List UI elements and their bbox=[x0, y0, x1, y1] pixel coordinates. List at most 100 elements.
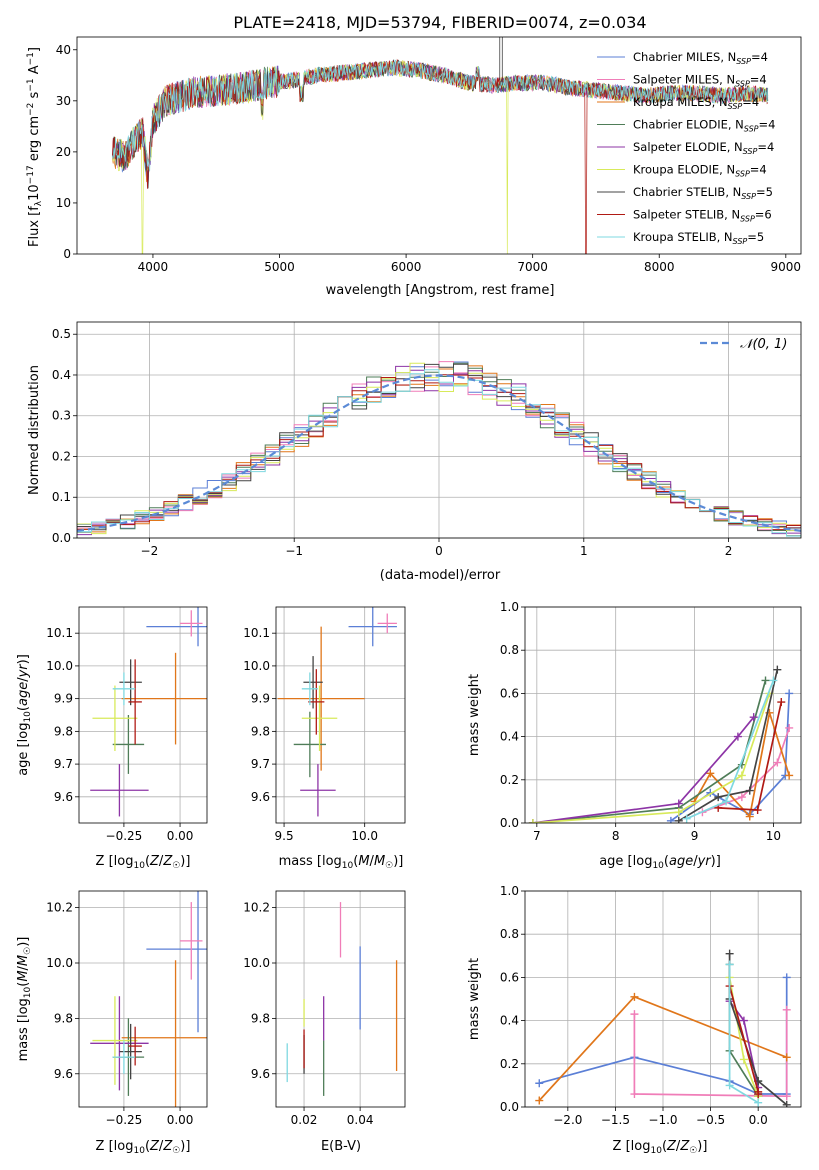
weight-line-kroupa-elodie bbox=[532, 693, 771, 823]
x-tick-label: 4000 bbox=[138, 260, 169, 274]
plot-area bbox=[90, 891, 207, 1107]
y-tick-label: 10.0 bbox=[46, 956, 73, 970]
panel-residuals: (data-model)/error Normed distribution −… bbox=[27, 321, 802, 583]
y-tick-label: 0.8 bbox=[500, 643, 519, 657]
spectrum-ylabel: Flux [fλ10−17 erg cm−2 s−1 A−1] bbox=[26, 47, 44, 247]
legend-label-kroupa-elodie: Kroupa ELODIE, NSSP=4 bbox=[633, 163, 767, 179]
weight-vs-age-xlabel: age [log10(age/yr)] bbox=[599, 854, 721, 871]
x-tick-label: 9 bbox=[691, 829, 699, 843]
x-tick-label: −1.0 bbox=[648, 1113, 677, 1127]
x-tick-label: 10 bbox=[766, 829, 781, 843]
panel-age-vs-z: Z [log10(Z/Z☉)] age [log10(age/yr)] −0.2… bbox=[16, 606, 208, 871]
x-tick-label: 2 bbox=[725, 544, 733, 558]
x-tick-label: 0.02 bbox=[291, 1113, 318, 1127]
spectrum-legend: Chabrier MILES, NSSP=4 Salpeter MILES, NS… bbox=[597, 50, 775, 246]
y-tick-label: 9.8 bbox=[54, 1011, 73, 1025]
weight-marker-kroupa-elodie bbox=[739, 1055, 748, 1064]
plot-frame bbox=[76, 36, 802, 255]
weight-marker-chabrier-elodie bbox=[761, 676, 770, 685]
plot-frame bbox=[78, 606, 208, 824]
y-tick-label: 10.1 bbox=[243, 626, 270, 640]
x-tick-label: −2.0 bbox=[553, 1113, 582, 1127]
x-tick-label: 6000 bbox=[391, 260, 422, 274]
panel-spectrum: wavelength [Angstrom, rest frame] Flux [… bbox=[26, 36, 802, 298]
weight-marker-salpeter-stelib bbox=[777, 698, 786, 707]
panel-mass-vs-ebv: E(B-V) 0.02 0.04 9.6 9.8 10.0 10.2 bbox=[243, 890, 406, 1154]
normal-curve bbox=[77, 374, 801, 532]
weight-vs-z-xlabel: Z [log10(Z/Z☉)] bbox=[613, 1139, 708, 1156]
weight-marker-kroupa-elodie bbox=[528, 819, 537, 823]
plot-frame bbox=[275, 606, 406, 824]
weight-marker-kroupa-miles bbox=[706, 769, 715, 778]
weight-line-chabrier-elodie bbox=[532, 680, 767, 823]
weight-marker-chabrier-stelib bbox=[674, 816, 683, 823]
y-tick-label: 0.0 bbox=[52, 531, 71, 545]
weight-marker-salpeter-miles bbox=[782, 1005, 791, 1014]
x-tick-label: −1 bbox=[285, 544, 303, 558]
y-tick-label: 40 bbox=[56, 43, 71, 57]
weight-marker-salpeter-miles bbox=[737, 793, 746, 802]
weight-marker-salpeter-miles bbox=[782, 1092, 791, 1101]
panel-weight-vs-z: Z [log10(Z/Z☉)] mass weight −2.0 −1.5 −1.0… bbox=[467, 884, 802, 1156]
x-tick-label: 0.00 bbox=[167, 829, 194, 843]
legend-label-salpeter-stelib: Salpeter STELIB, NSSP=6 bbox=[633, 208, 772, 224]
weight-marker-kroupa-elodie bbox=[737, 771, 746, 780]
spectrum-line-kroupa-stelib bbox=[112, 59, 769, 172]
y-tick-label: 0.1 bbox=[52, 490, 71, 504]
weight-marker-kroupa-miles bbox=[782, 1053, 791, 1062]
residuals-xlabel: (data-model)/error bbox=[380, 568, 501, 583]
weight-line-chabrier-stelib bbox=[678, 669, 779, 822]
plot-area bbox=[90, 607, 207, 817]
y-tick-label: 10.2 bbox=[46, 901, 73, 915]
y-tick-label: 0.6 bbox=[500, 686, 519, 700]
y-tick-label: 0.4 bbox=[500, 730, 519, 744]
y-tick-label: 9.8 bbox=[251, 1011, 270, 1025]
weight-marker-chabrier-stelib bbox=[745, 786, 754, 795]
plot-frame bbox=[76, 321, 802, 539]
mass-vs-z-ylabel: mass [log10(M/M☉)] bbox=[16, 937, 33, 1062]
x-tick-label: 7000 bbox=[517, 260, 548, 274]
weight-marker-chabrier-miles bbox=[782, 973, 791, 982]
y-tick-label: 0.2 bbox=[52, 449, 71, 463]
plot-area bbox=[112, 37, 769, 254]
y-tick-label: 9.6 bbox=[251, 790, 270, 804]
weight-marker-kroupa-miles bbox=[785, 771, 794, 780]
plot-frame bbox=[524, 606, 802, 824]
x-tick-label: 10.0 bbox=[351, 829, 378, 843]
y-tick-label: 0.3 bbox=[52, 409, 71, 423]
legend-label-chabrier-elodie: Chabrier ELODIE, NSSP=4 bbox=[633, 118, 775, 134]
age-vs-z-ylabel: age [log10(age/yr)] bbox=[16, 654, 33, 776]
y-tick-label: 10.0 bbox=[243, 956, 270, 970]
y-tick-label: 9.7 bbox=[251, 757, 270, 771]
x-tick-label: 9000 bbox=[771, 260, 802, 274]
y-tick-label: 9.6 bbox=[54, 790, 73, 804]
legend-label-salpeter-elodie: Salpeter ELODIE, NSSP=4 bbox=[633, 140, 774, 156]
x-tick-label: 0.04 bbox=[347, 1113, 374, 1127]
x-tick-label: 1 bbox=[580, 544, 588, 558]
weight-marker-chabrier-miles bbox=[785, 689, 794, 698]
weight-marker-kroupa-elodie bbox=[674, 808, 683, 817]
x-tick-label: −0.5 bbox=[696, 1113, 725, 1127]
panel-weight-vs-age: age [log10(age/yr)] mass weight 7 8 9 10 0.0… bbox=[467, 600, 802, 871]
x-tick-label: 9.5 bbox=[275, 829, 294, 843]
plot-area bbox=[77, 361, 801, 538]
weight-marker-chabrier-stelib bbox=[714, 793, 723, 802]
weight-marker-salpeter-stelib bbox=[754, 1090, 763, 1099]
weight-marker-kroupa-stelib bbox=[754, 1098, 763, 1107]
age-vs-z-xlabel: Z [log10(Z/Z☉)] bbox=[96, 854, 191, 871]
plot-area bbox=[528, 665, 794, 823]
legend-label-kroupa-stelib: Kroupa STELIB, NSSP=5 bbox=[633, 230, 764, 246]
weight-marker-salpeter-stelib bbox=[753, 806, 762, 815]
weight-marker-kroupa-stelib bbox=[725, 960, 734, 969]
x-tick-label: −2 bbox=[141, 544, 159, 558]
y-tick-label: 0 bbox=[63, 247, 71, 261]
y-tick-label: 0.2 bbox=[500, 773, 519, 787]
weight-marker-kroupa-stelib bbox=[725, 1081, 734, 1090]
plot-area bbox=[535, 949, 791, 1107]
weight-marker-salpeter-elodie bbox=[674, 799, 683, 808]
y-tick-label: 10.1 bbox=[46, 626, 73, 640]
weight-marker-chabrier-miles bbox=[666, 816, 675, 823]
weight-marker-salpeter-elodie bbox=[749, 713, 758, 722]
plot-frame bbox=[524, 890, 802, 1108]
y-tick-label: 0.0 bbox=[500, 816, 519, 830]
